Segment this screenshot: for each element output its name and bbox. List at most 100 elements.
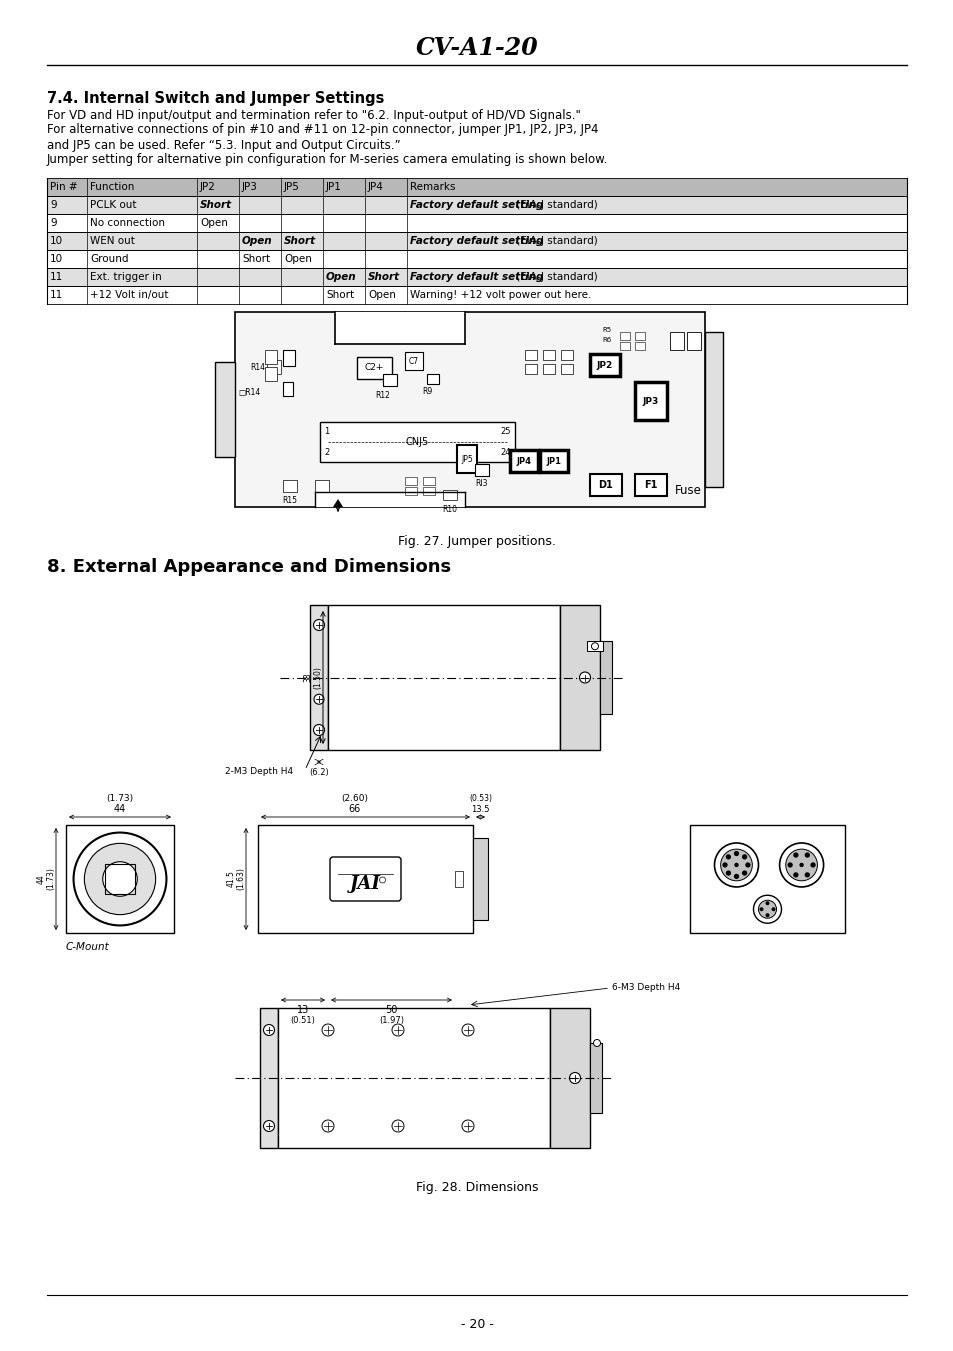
Bar (524, 350, 537, 359)
Text: 11: 11 (50, 272, 63, 282)
Circle shape (803, 852, 809, 858)
Text: Fuse: Fuse (675, 484, 701, 497)
Circle shape (84, 843, 155, 915)
Text: Factory default setting: Factory default setting (410, 200, 543, 209)
Text: C7: C7 (409, 357, 418, 366)
Text: Open: Open (368, 290, 395, 300)
Text: (0.51): (0.51) (291, 1016, 315, 1024)
Bar (456, 444, 476, 473)
Text: 6-M3 Depth H4: 6-M3 Depth H4 (612, 984, 679, 993)
Text: C-Mount: C-Mount (66, 942, 110, 952)
Text: Warning! +12 volt power out here.: Warning! +12 volt power out here. (410, 290, 591, 300)
Circle shape (379, 877, 385, 884)
Bar (47, 232, 906, 250)
Bar (277, 1008, 550, 1148)
Text: (EIA-J standard): (EIA-J standard) (513, 200, 598, 209)
Bar (635, 474, 666, 496)
Bar (106, 865, 134, 893)
Text: 13: 13 (296, 1005, 309, 1015)
Text: For VD and HD input/output and termination refer to "6.2. Input-output of HD/VD : For VD and HD input/output and terminati… (47, 108, 580, 122)
Text: JP2: JP2 (200, 182, 215, 192)
Text: PCLK out: PCLK out (90, 200, 136, 209)
Circle shape (741, 870, 746, 875)
Text: 9: 9 (50, 218, 56, 228)
Text: Factory default setting: Factory default setting (410, 236, 543, 246)
Text: 8. External Appearance and Dimensions: 8. External Appearance and Dimensions (47, 558, 451, 576)
Circle shape (392, 1120, 403, 1132)
Circle shape (779, 843, 822, 888)
Text: Short: Short (200, 200, 232, 209)
Text: Ground: Ground (90, 254, 129, 263)
Text: Open: Open (200, 218, 228, 228)
Text: Function: Function (90, 182, 134, 192)
Bar (283, 350, 294, 366)
Circle shape (578, 671, 590, 684)
Text: Ext. trigger in: Ext. trigger in (90, 272, 162, 282)
Circle shape (314, 694, 324, 704)
Bar (265, 350, 276, 363)
Text: R12: R12 (375, 390, 390, 400)
Circle shape (322, 1024, 334, 1036)
Bar (310, 605, 328, 750)
Text: 41.5
(1.63): 41.5 (1.63) (226, 867, 246, 890)
Bar (47, 178, 906, 196)
Circle shape (733, 874, 739, 880)
Text: 10: 10 (50, 254, 63, 263)
Circle shape (792, 852, 798, 858)
Bar (265, 367, 276, 381)
Text: Open: Open (242, 236, 273, 246)
Text: JP2: JP2 (597, 361, 613, 370)
Bar (422, 486, 435, 494)
Circle shape (799, 863, 803, 867)
Text: Open: Open (284, 254, 312, 263)
Text: 44: 44 (113, 804, 126, 815)
Text: (6.2): (6.2) (309, 767, 329, 777)
Bar (689, 825, 844, 934)
Bar (619, 332, 629, 340)
Bar (267, 359, 281, 374)
Bar (619, 342, 629, 350)
Text: and JP5 can be used. Refer “5.3. Input and Output Circuits.”: and JP5 can be used. Refer “5.3. Input a… (47, 139, 400, 151)
Bar (524, 363, 537, 374)
Bar (405, 353, 422, 370)
Text: R9: R9 (421, 386, 432, 396)
Bar (550, 1008, 589, 1148)
Bar (356, 357, 392, 380)
Bar (335, 312, 464, 345)
Bar (669, 332, 683, 350)
Bar (257, 825, 473, 934)
Text: JP5: JP5 (284, 182, 299, 192)
Bar (283, 480, 296, 492)
Bar (704, 332, 722, 486)
Circle shape (809, 862, 815, 867)
Text: Short: Short (242, 254, 270, 263)
Bar (475, 463, 489, 476)
Circle shape (569, 1073, 579, 1084)
Bar (234, 312, 704, 507)
Text: Jumper setting for alternative pin configuration for M-series camera emulating i: Jumper setting for alternative pin confi… (47, 154, 608, 166)
Bar (635, 342, 644, 350)
Bar (319, 422, 515, 462)
Circle shape (314, 724, 324, 735)
Bar (510, 450, 537, 471)
Circle shape (725, 870, 730, 875)
Circle shape (461, 1120, 474, 1132)
Text: (1.97): (1.97) (378, 1016, 403, 1024)
Text: 9: 9 (50, 200, 56, 209)
Bar (599, 642, 612, 713)
Text: D1: D1 (598, 480, 613, 490)
Bar (427, 374, 438, 384)
FancyBboxPatch shape (330, 857, 400, 901)
Text: CV-A1-20: CV-A1-20 (416, 36, 537, 59)
Text: Open: Open (326, 272, 356, 282)
Bar (542, 350, 555, 359)
Circle shape (753, 896, 781, 923)
Bar (47, 213, 906, 232)
Text: 2-M3 Depth H4: 2-M3 Depth H4 (225, 767, 293, 777)
Circle shape (764, 913, 769, 917)
Bar (442, 490, 456, 500)
Text: (EIA-J standard): (EIA-J standard) (513, 236, 598, 246)
Text: 10: 10 (50, 236, 63, 246)
Circle shape (758, 900, 776, 919)
Text: WEN out: WEN out (90, 236, 134, 246)
